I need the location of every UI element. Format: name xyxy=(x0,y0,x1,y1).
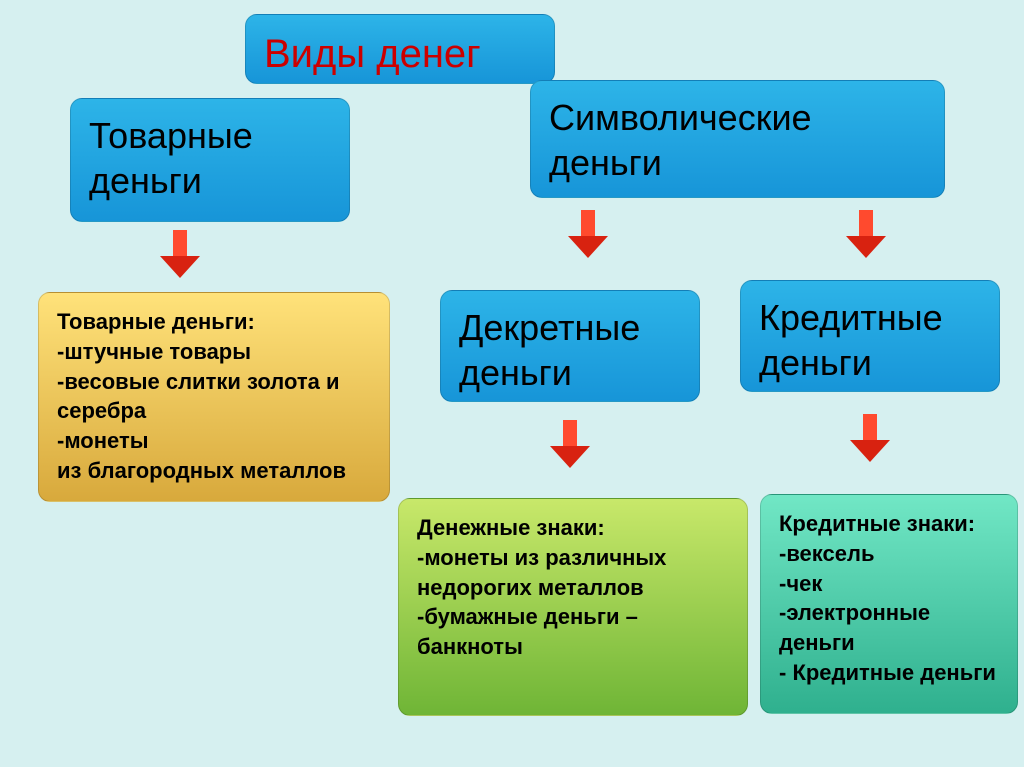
box-fiat-heading: Денежные знаки: xyxy=(417,515,729,541)
box-commodity-heading: Товарные деньги: xyxy=(57,309,371,335)
node-symbolic: Символические деньги xyxy=(530,80,945,198)
box-credit-list: Кредитные знаки: -вексель-чек-электронны… xyxy=(760,494,1018,714)
arrow-credit-down xyxy=(850,414,890,464)
node-fiat: Декретные деньги xyxy=(440,290,700,402)
list-item: -штучные товары xyxy=(57,337,371,367)
box-fiat-items: -монеты из различных недорогих металлов-… xyxy=(417,543,729,662)
node-root-label: Виды денег xyxy=(264,29,536,79)
list-item: -монеты xyxy=(57,426,371,456)
arrow-symbolic-to-credit xyxy=(846,210,886,260)
list-item: -монеты из различных недорогих металлов xyxy=(417,543,729,602)
node-commodity-label: Товарные деньги xyxy=(89,113,331,203)
node-root: Виды денег xyxy=(245,14,555,84)
arrow-fiat-down xyxy=(550,420,590,470)
list-item: -вексель xyxy=(779,539,999,569)
node-credit-label: Кредитные деньги xyxy=(759,295,981,385)
list-item: из благородных металлов xyxy=(57,456,371,486)
node-credit: Кредитные деньги xyxy=(740,280,1000,392)
box-credit-heading: Кредитные знаки: xyxy=(779,511,999,537)
box-fiat-list: Денежные знаки: -монеты из различных нед… xyxy=(398,498,748,716)
list-item: -весовые слитки золота и серебра xyxy=(57,367,371,426)
list-item: -электронные деньги xyxy=(779,598,999,657)
node-symbolic-label: Символические деньги xyxy=(549,95,926,185)
box-commodity-list: Товарные деньги: -штучные товары-весовые… xyxy=(38,292,390,502)
node-commodity: Товарные деньги xyxy=(70,98,350,222)
list-item: -бумажные деньги – банкноты xyxy=(417,602,729,661)
node-fiat-label: Декретные деньги xyxy=(459,305,681,395)
list-item: -чек xyxy=(779,569,999,599)
list-item: - Кредитные деньги xyxy=(779,658,999,688)
box-credit-items: -вексель-чек-электронные деньги- Кредитн… xyxy=(779,539,999,687)
arrow-symbolic-to-fiat xyxy=(568,210,608,260)
arrow-commodity-down xyxy=(160,230,200,280)
box-commodity-items: -штучные товары-весовые слитки золота и … xyxy=(57,337,371,485)
